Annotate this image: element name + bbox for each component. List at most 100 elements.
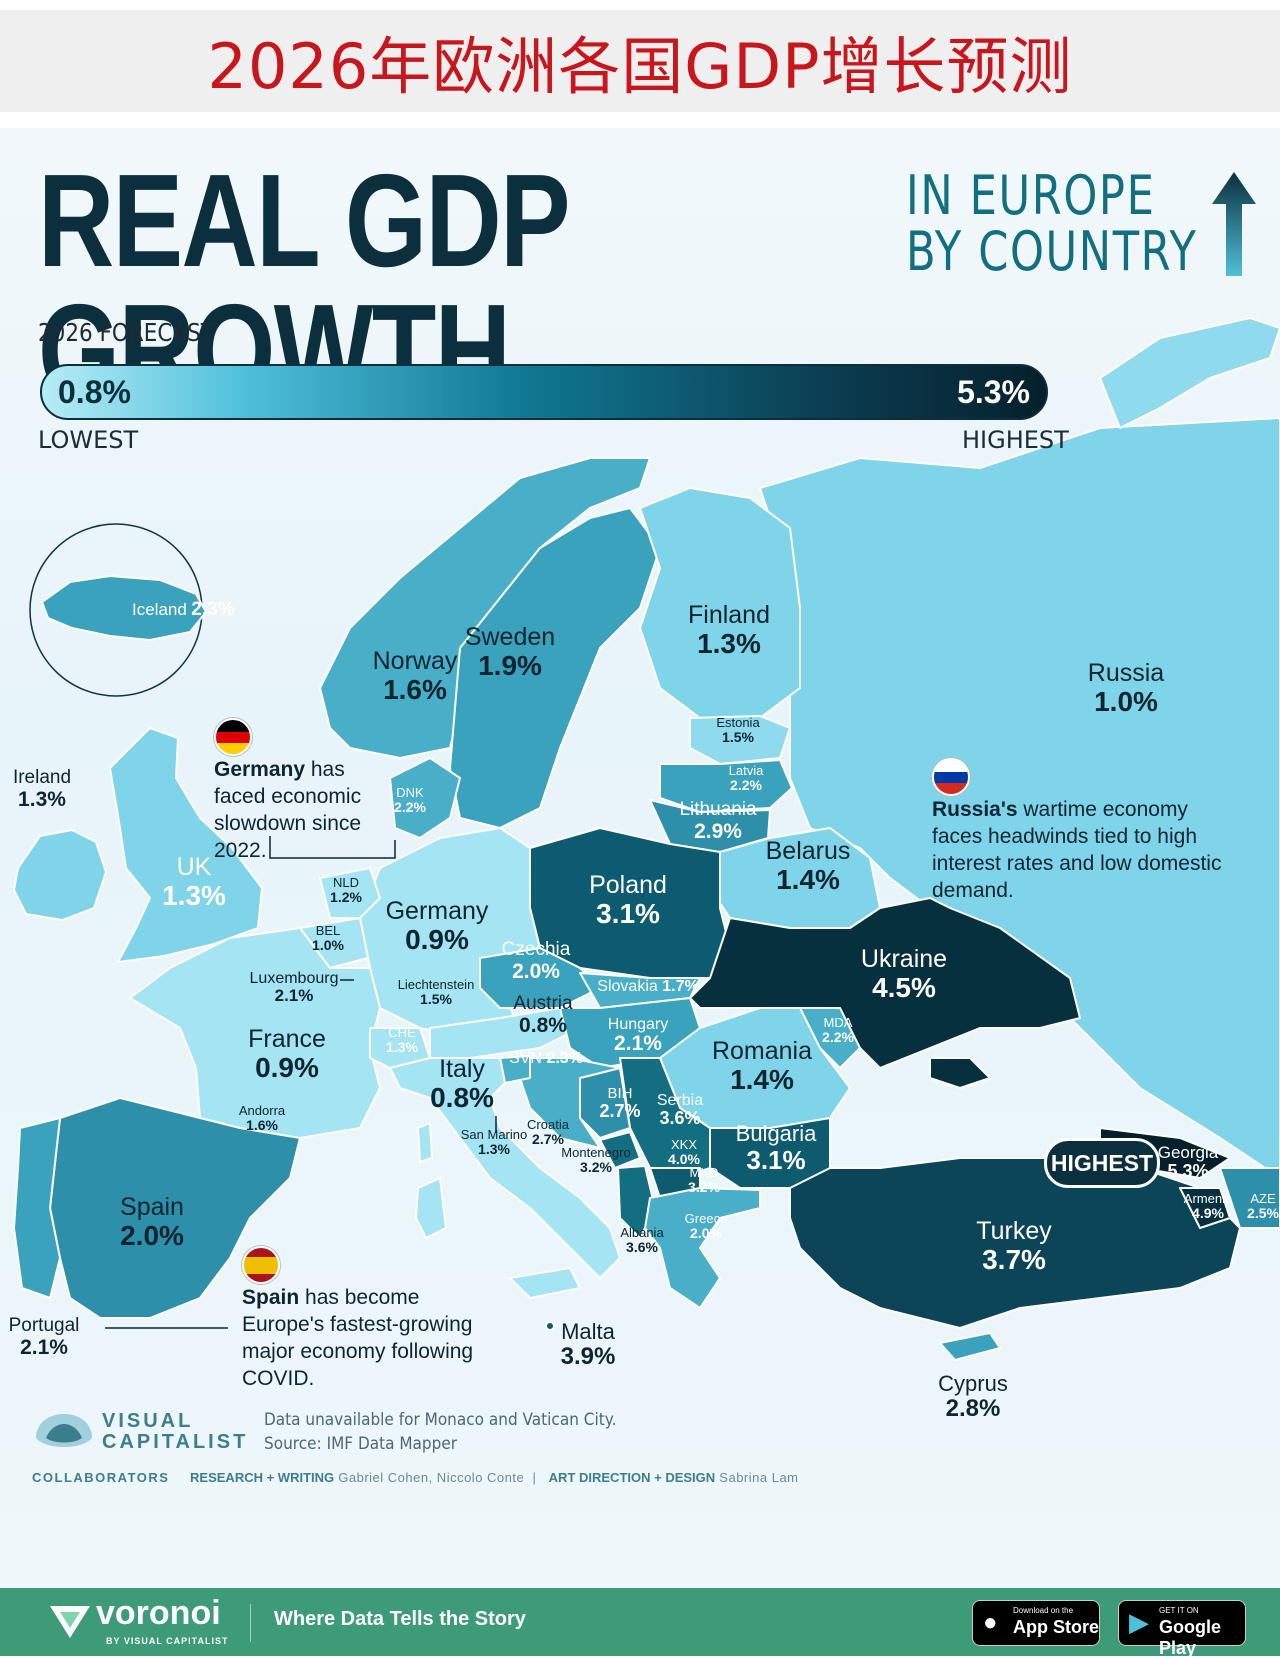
label-netherlands: NLD 1.2% <box>330 875 362 906</box>
russia-flag-icon <box>932 758 970 796</box>
spain-flag-icon <box>242 1246 280 1284</box>
play-icon: ▶ <box>1129 1607 1149 1637</box>
footer-divider <box>250 1604 251 1642</box>
label-slovenia: SVN 2.3% <box>509 1050 583 1067</box>
voronoi-brand-sub: BY VISUAL CAPITALIST <box>106 1636 229 1646</box>
country-spain <box>49 1097 301 1319</box>
label-bulgaria: Bulgaria 3.1% <box>735 1121 817 1175</box>
country-ireland <box>13 829 107 921</box>
label-kosovo: XKX 4.0% <box>668 1137 700 1168</box>
visual-capitalist-wordmark: VISUAL CAPITALIST <box>102 1410 249 1453</box>
country-turkey <box>789 1157 1241 1329</box>
legend-highest-label: HIGHEST <box>962 426 1069 454</box>
label-san-marino: San Marino 1.3% <box>460 1127 528 1158</box>
label-turkey: Turkey 3.7% <box>976 1217 1052 1275</box>
up-arrow-icon <box>1212 172 1256 276</box>
country-greece <box>644 1187 761 1309</box>
label-croatia: Croatia 2.7% <box>527 1117 569 1148</box>
legend-high-value: 5.3% <box>957 374 1030 410</box>
country-cyprus <box>939 1332 1001 1361</box>
legend-low-value: 0.8% <box>58 374 131 410</box>
label-andorra: Andorra 1.6% <box>238 1103 286 1134</box>
label-france: France 0.9% <box>248 1025 326 1083</box>
label-ireland: Ireland 1.3% <box>12 767 72 811</box>
island-sardinia <box>415 1177 447 1239</box>
island-corsica <box>417 1122 433 1163</box>
note-germany: Germany has faced economic slowdown sinc… <box>214 758 362 862</box>
label-azerbaijan: AZE 2.5% <box>1247 1191 1279 1222</box>
infographic: REAL GDP GROWTH IN EUROPE BY COUNTRY 202… <box>0 128 1280 1588</box>
country-azerbaijan <box>1219 1167 1280 1229</box>
label-italy: Italy 0.8% <box>430 1055 494 1113</box>
subtitle-line-2: BY COUNTRY <box>906 220 1198 283</box>
label-poland: Poland 3.1% <box>589 871 667 929</box>
note-spain: Spain has become Europe's fastest-growin… <box>242 1286 474 1390</box>
label-czechia: Czechia 2.0% <box>501 939 571 983</box>
source-text: Source: IMF Data Mapper <box>264 1434 458 1454</box>
label-belarus: Belarus 1.4% <box>765 837 851 895</box>
country-portugal <box>13 1117 61 1299</box>
country-estonia <box>689 715 791 765</box>
country-sweden <box>449 507 661 829</box>
island-novaya-zemlya <box>1099 317 1280 429</box>
label-georgia: Georgia 5.3% <box>1157 1143 1219 1182</box>
label-ukraine: Ukraine 4.5% <box>860 945 948 1003</box>
map-shapes <box>13 317 1280 1361</box>
label-denmark: DNK 2.2% <box>394 785 426 816</box>
country-denmark <box>389 757 461 839</box>
label-latvia: Latvia 2.2% <box>728 763 764 794</box>
voronoi-brand[interactable]: voronoi <box>96 1594 221 1632</box>
label-lithuania: Lithuania 2.9% <box>679 799 757 843</box>
label-romania: Romania 1.4% <box>711 1037 813 1095</box>
label-bosnia: BIH 2.7% <box>599 1085 641 1122</box>
country-montenegro <box>599 1131 641 1169</box>
label-liechtenstein: Liechtenstein 1.5% <box>397 977 475 1008</box>
country-finland <box>639 487 801 719</box>
voronoi-footer: voronoi BY VISUAL CAPITALIST Where Data … <box>0 1588 1280 1658</box>
label-uk: UK 1.3% <box>162 853 226 911</box>
label-moldova: MDA 2.2% <box>822 1015 854 1046</box>
collaborators: COLLABORATORS RESEARCH + WRITING Gabriel… <box>32 1470 799 1485</box>
label-finland: Finland 1.3% <box>688 601 770 659</box>
top-banner: 2026年欧洲各国GDP增长预测 <box>0 10 1280 112</box>
legend-lowest-label: LOWEST <box>38 426 139 454</box>
source-note: Data unavailable for Monaco and Vatican … <box>264 1408 616 1456</box>
label-iceland: Iceland 2.3% <box>132 599 235 620</box>
label-spain: Spain 2.0% <box>120 1193 184 1251</box>
country-netherlands <box>319 867 381 919</box>
label-north-macedonia: MKD 3.2% <box>688 1165 720 1196</box>
germany-flag-icon <box>214 718 252 756</box>
tagline: Where Data Tells the Story <box>274 1608 526 1630</box>
leader-lines <box>105 836 497 1329</box>
voronoi-logo-icon <box>50 1606 90 1638</box>
label-austria: Austria 0.8% <box>513 993 573 1037</box>
label-serbia: Serbia 3.6% <box>656 1092 704 1129</box>
label-montenegro: Montenegro 3.2% <box>561 1145 631 1176</box>
country-france <box>129 927 381 1139</box>
country-iceland <box>41 575 207 641</box>
highest-badge: HIGHEST <box>1044 1138 1160 1188</box>
label-russia: Russia 1.0% <box>1087 659 1165 717</box>
label-greece: Greece 2.0% <box>684 1211 728 1242</box>
island-sicily <box>509 1267 581 1299</box>
label-belgium: BEL 1.0% <box>312 923 344 954</box>
country-norway <box>319 457 651 759</box>
label-malta: Malta 3.9% <box>560 1319 616 1370</box>
label-albania: Albania 3.6% <box>620 1225 664 1256</box>
subtitle-line-1: IN EUROPE <box>906 164 1156 227</box>
visual-capitalist-logo-icon <box>36 1414 92 1447</box>
apple-icon: ● <box>983 1609 998 1636</box>
data-unavailable-note: Data unavailable for Monaco and Vatican … <box>264 1410 617 1430</box>
label-estonia: Estonia 1.5% <box>716 715 760 746</box>
google-play-button[interactable]: ▶ GET IT ON Google Play <box>1118 1600 1246 1658</box>
label-hungary: Hungary 2.1% <box>607 1016 669 1056</box>
country-uk <box>109 727 263 963</box>
label-cyprus: Cyprus 2.8% <box>938 1371 1008 1422</box>
subtitle: IN EUROPE BY COUNTRY <box>906 168 1198 280</box>
app-store-button[interactable]: ● Download on the App Store <box>972 1600 1100 1646</box>
label-armenia: Armenia 4.9% <box>1183 1191 1233 1222</box>
label-norway: Norway 1.6% <box>372 647 458 705</box>
country-czechia <box>479 947 601 1009</box>
label-germany: Germany 0.9% <box>385 897 489 955</box>
label-switzerland: CHE 1.3% <box>386 1025 418 1056</box>
